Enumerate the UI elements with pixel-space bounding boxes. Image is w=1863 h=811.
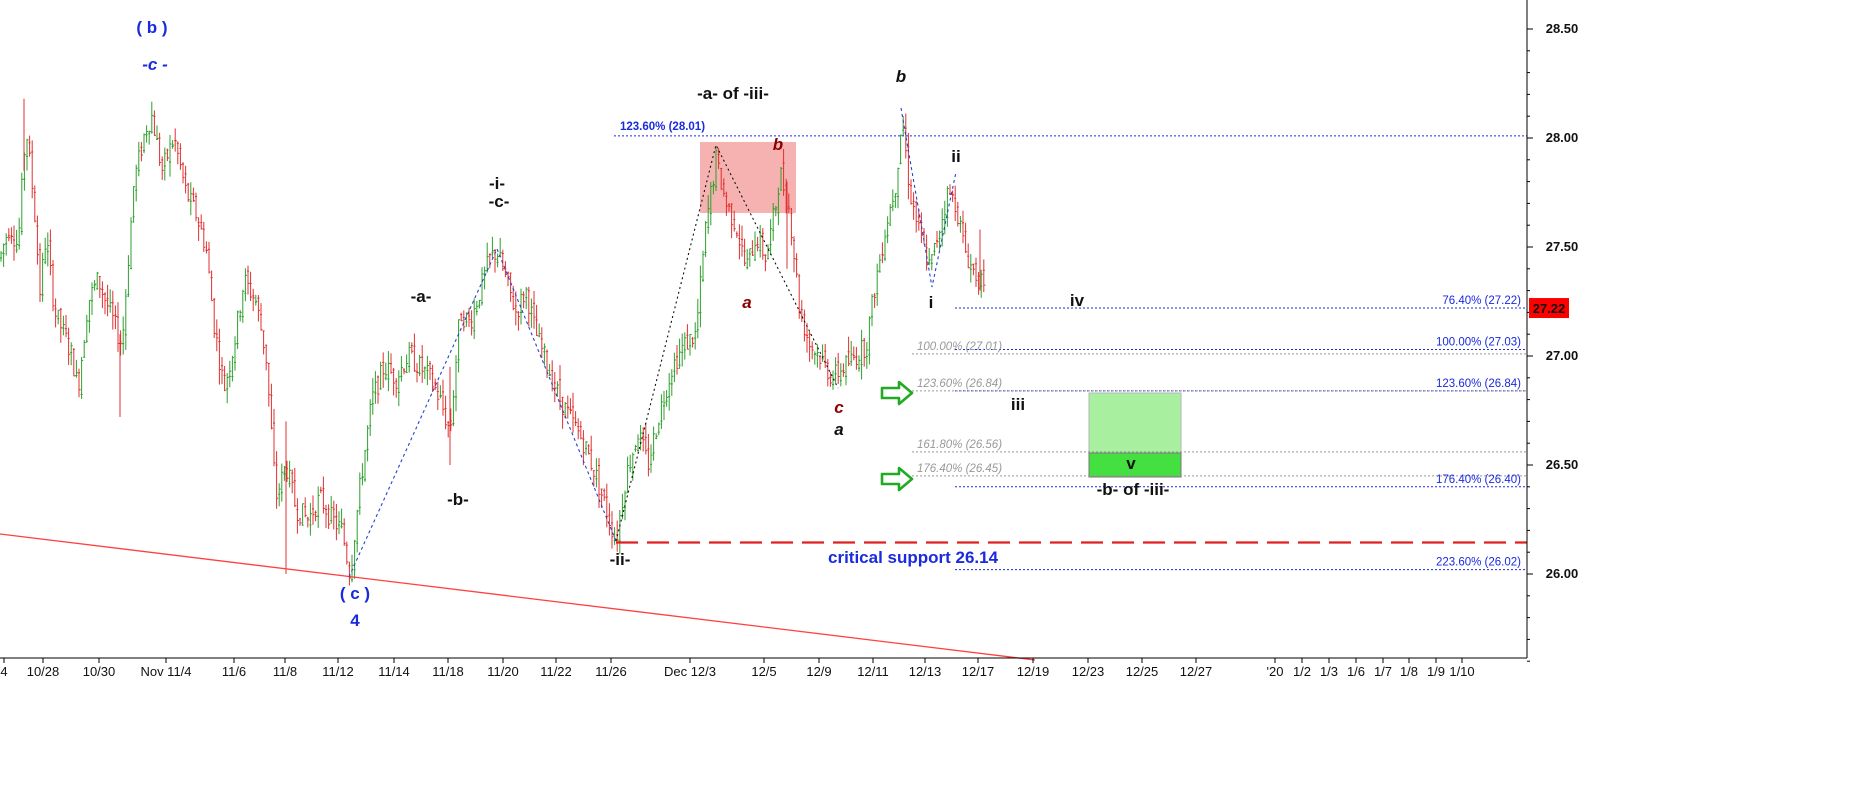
fib-right-label: 176.40% (26.40) — [1436, 474, 1521, 486]
wave-label: -c - — [142, 55, 168, 74]
date-tick-label: 4 — [0, 664, 7, 679]
labels-layer: 123.60% (28.01) 76.40% (27.22) 100.00% (27… — [136, 18, 1521, 630]
wave-label: ( c ) — [340, 584, 370, 603]
date-tick-label: Dec 12/3 — [664, 664, 716, 679]
date-tick-label: 11/18 — [432, 664, 464, 679]
wave-label: ( b ) — [136, 18, 167, 37]
date-tick-label: 1/6 — [1347, 664, 1365, 679]
date-tick-label: 11/12 — [322, 664, 354, 679]
fib-right-label: 76.40% (27.22) — [1442, 295, 1521, 307]
date-tick-label: 1/8 — [1400, 664, 1418, 679]
wave-label: v — [1126, 454, 1136, 473]
date-tick-label: 1/9 — [1427, 664, 1445, 679]
date-tick-label: 1/7 — [1374, 664, 1392, 679]
wave-dotted-black — [615, 143, 839, 542]
date-tick-label: 12/23 — [1072, 664, 1105, 679]
price-tick-label: 28.50 — [1546, 21, 1579, 36]
wave-label: -ii- — [610, 550, 631, 569]
wave-label: -c- — [489, 192, 510, 211]
wave-label: 4 — [350, 611, 360, 630]
date-tick-label: 1/2 — [1293, 664, 1311, 679]
date-tick-label: '20 — [1267, 664, 1284, 679]
date-tick-label: 12/9 — [806, 664, 831, 679]
date-tick-label: 12/5 — [751, 664, 776, 679]
date-tick-label: 12/19 — [1017, 664, 1050, 679]
green-arrow-upper — [880, 380, 914, 406]
wave-label: -a- of -iii- — [697, 84, 769, 103]
price-tick-label: 27.00 — [1546, 348, 1579, 363]
wave-label: -i- — [489, 174, 505, 193]
date-tick-label: 12/25 — [1126, 664, 1159, 679]
green-arrow-lower — [880, 466, 914, 492]
date-tick-label: 11/22 — [540, 664, 572, 679]
date-tick-label: 12/27 — [1180, 664, 1213, 679]
axis-layer: 26.00 26.50 27.00 27.50 28.00 28.50 27.22 4 10/2… — [0, 0, 1578, 679]
lines-layer — [0, 107, 1527, 661]
wave-label: -a- — [411, 287, 432, 306]
date-tick-label: Nov 11/4 — [140, 664, 191, 679]
price-tick-label: 26.00 — [1546, 566, 1579, 581]
last-price-badge — [1529, 298, 1569, 319]
date-tick-label: 10/28 — [27, 664, 60, 679]
wave-label: c — [834, 398, 844, 417]
fib-right-label: 223.60% (26.02) — [1436, 557, 1521, 569]
wave-label: a — [742, 293, 751, 312]
fib-right-label: 123.60% (26.84) — [1436, 378, 1521, 390]
date-tick-label: 1/3 — [1320, 664, 1338, 679]
date-tick-label: 10/30 — [83, 664, 116, 679]
fib-top-label: 123.60% (28.01) — [620, 121, 705, 133]
fib-right-label: 100.00% (27.03) — [1436, 336, 1521, 348]
wave-label: -b- — [447, 490, 469, 509]
date-tick-label: 11/26 — [595, 664, 627, 679]
date-tick-label: 11/6 — [222, 664, 246, 679]
date-tick-label: 11/20 — [487, 664, 519, 679]
lower-trendline — [0, 533, 1036, 661]
date-tick-label: 12/13 — [909, 664, 942, 679]
last-price-label: 27.22 — [1533, 301, 1566, 316]
price-tick-label: 26.50 — [1546, 457, 1579, 472]
fib-gray-label: 123.60% (26.84) — [917, 378, 1002, 390]
wave-label: iii — [1011, 395, 1025, 414]
wave-v-box — [1088, 452, 1182, 478]
fib-gray-label: 176.40% (26.45) — [917, 463, 1002, 475]
date-tick-label: 11/14 — [378, 664, 410, 679]
date-tick-label: 12/17 — [962, 664, 995, 679]
wave-label: iv — [1070, 291, 1085, 310]
fib-gray-label: 161.80% (26.56) — [917, 439, 1002, 451]
wave-dotted-blue-2 — [900, 107, 957, 288]
date-tick-label: 11/8 — [273, 664, 297, 679]
fib-gray-label: 100.00% (27.01) — [917, 341, 1002, 353]
price-tick-label: 27.50 — [1546, 239, 1579, 254]
wave-label: ii — [951, 147, 960, 166]
candles-layer — [0, 98, 986, 586]
date-tick-label: 1/10 — [1449, 664, 1474, 679]
wave-label: b — [896, 67, 906, 86]
wave-label: i — [929, 293, 934, 312]
zones-layer — [700, 142, 1182, 478]
date-tick-label: 12/11 — [857, 664, 889, 679]
wave-label: b — [773, 135, 783, 154]
price-tick-label: 28.00 — [1546, 130, 1579, 145]
wave-label: a — [834, 420, 843, 439]
wave-dotted-blue-1 — [348, 247, 617, 578]
critical-support-label: critical support 26.14 — [828, 548, 999, 567]
wave-label: -b- of -iii- — [1097, 480, 1170, 499]
